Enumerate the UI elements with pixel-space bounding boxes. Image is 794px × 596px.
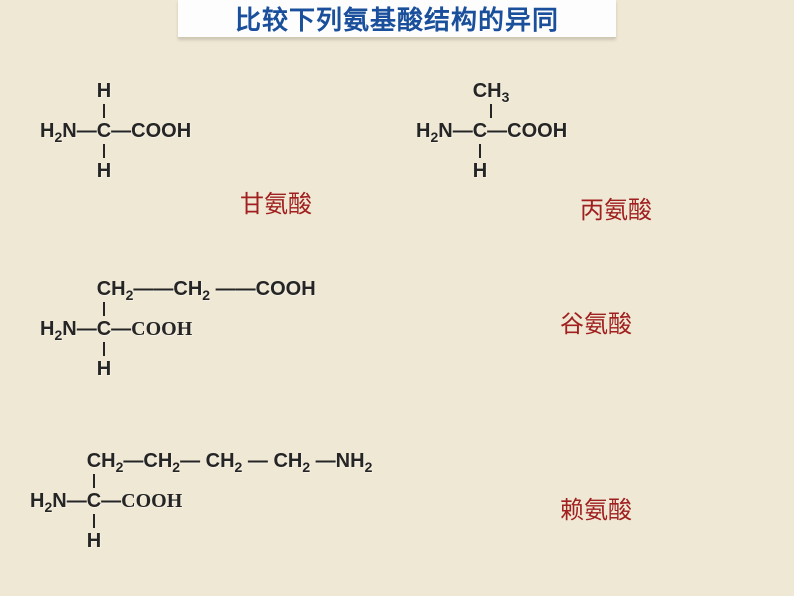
label-glutamate: 谷氨酸 bbox=[560, 304, 632, 339]
bond-vertical bbox=[103, 104, 105, 118]
alanine-top-group: CH3 bbox=[473, 80, 510, 102]
lysine-side-chain: CH2—CH2— CH2 — CH2 —NH2 bbox=[87, 450, 373, 472]
lysine-left-group: H2N bbox=[30, 490, 67, 512]
bond-vertical bbox=[103, 302, 105, 316]
glycine-left-group: H2N bbox=[40, 120, 77, 142]
glycine-bottom-group: H bbox=[97, 160, 111, 182]
page-title: 比较下列氨基酸结构的异同 bbox=[235, 0, 559, 37]
bond-vertical bbox=[103, 144, 105, 158]
central-carbon: C bbox=[97, 318, 111, 340]
alanine-right-group: COOH bbox=[507, 120, 567, 142]
glutamate-bottom-group: H bbox=[97, 358, 111, 380]
lysine-right-group: COOH bbox=[121, 490, 182, 512]
glutamate-right-group: COOH bbox=[131, 318, 192, 340]
lysine-bottom-group: H bbox=[87, 530, 101, 552]
central-carbon: C bbox=[87, 490, 101, 512]
glutamate-side-chain: CH2——CH2 ——COOH bbox=[97, 278, 316, 300]
molecule-glutamate: H2N — CH2——CH2 ——COOH H2N — C — COOH H2N… bbox=[40, 278, 316, 380]
alanine-bottom-group: H bbox=[473, 160, 487, 182]
alanine-left-group: H2N bbox=[416, 120, 453, 142]
bond-vertical bbox=[103, 342, 105, 356]
title-bar: 比较下列氨基酸结构的异同 bbox=[178, 0, 616, 38]
bond-vertical bbox=[93, 514, 95, 528]
glycine-top-group: H bbox=[97, 80, 111, 102]
label-lysine: 赖氨酸 bbox=[560, 490, 632, 525]
molecule-glycine: H2N — H H2N — C — COOH H2N — H bbox=[40, 80, 191, 182]
molecule-alanine: H2N — CH3 H2N — C — COOH H2N — H bbox=[416, 80, 567, 182]
bond-vertical bbox=[490, 104, 492, 118]
label-alanine: 丙氨酸 bbox=[580, 190, 652, 225]
bond-vertical bbox=[479, 144, 481, 158]
central-carbon: C bbox=[473, 120, 487, 142]
bond-vertical bbox=[93, 474, 95, 488]
central-carbon: C bbox=[97, 120, 111, 142]
glutamate-left-group: H2N bbox=[40, 318, 77, 340]
label-glycine: 甘氨酸 bbox=[240, 184, 312, 219]
molecule-lysine: H2N — CH2—CH2— CH2 — CH2 —NH2 H2N — C — … bbox=[30, 450, 372, 552]
glycine-right-group: COOH bbox=[131, 120, 191, 142]
